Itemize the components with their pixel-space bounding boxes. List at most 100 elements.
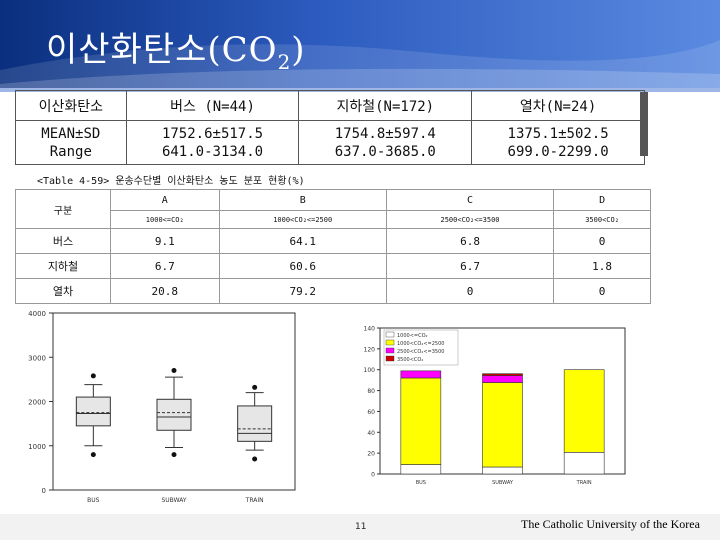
x-category-label: TRAIN (576, 480, 592, 486)
table-caption: <Table 4-59> 운송수단별 이산화탄소 농도 분포 현황(%) (37, 176, 305, 187)
slide-title-text: 이산화탄소(CO (46, 30, 278, 70)
summary-header-cell: 열차(N=24) (471, 90, 645, 121)
dist-cell: 0 (553, 278, 651, 304)
stacked-bar-segment (400, 370, 442, 379)
dist-group-header: D (553, 189, 651, 211)
dist-row-label: 열차 (15, 278, 111, 304)
dist-group-header: A (110, 189, 220, 211)
dist-cell: 64.1 (218, 228, 387, 254)
stacked-bar-segment (400, 464, 442, 475)
summary-cell-subway: 1754.8±597.4 637.0-3685.0 (298, 120, 473, 165)
legend-label: 1000<=CO₂ (397, 333, 428, 339)
dist-group-row: 구분 A B C D (15, 189, 651, 229)
stacked-bar-chart: 0 20 40 60 80 100 120 140 BUS SUBWAY TRAIN 1000<=CO… (364, 326, 626, 486)
dist-group-header: B (218, 189, 387, 211)
dist-cell: 1.8 (553, 253, 651, 279)
y-tick-label: 140 (364, 326, 376, 333)
stacked-bar-segment (482, 382, 523, 468)
y-tick-label: 40 (367, 430, 375, 437)
stacked-bar-segment (482, 466, 523, 475)
institution-name: The Catholic University of the Korea (521, 517, 700, 531)
y-tick-label: 60 (367, 409, 375, 416)
outlier-point (90, 373, 96, 379)
x-category-label: BUS (416, 480, 426, 486)
box (75, 396, 111, 427)
dist-corner-cell: 구분 (15, 189, 111, 229)
summary-cell-bus: 1752.6±517.5 641.0-3134.0 (125, 120, 300, 165)
slide-title-close: ) (291, 30, 306, 70)
stacked-bar-segment (563, 369, 605, 453)
summary-header-cell: 이산화탄소 (15, 90, 127, 121)
slide-title-subscript: 2 (277, 49, 292, 74)
y-tick-label: 100 (364, 367, 376, 374)
subway-mean-sd: 1754.8±597.4 (334, 125, 436, 142)
bus-range: 641.0-3134.0 (161, 143, 264, 160)
title-banner (0, 0, 720, 88)
dist-row-train: 열차 20.8 79.2 0 0 (15, 278, 651, 304)
dist-group-header: C (385, 189, 555, 211)
bus-mean-sd: 1752.6±517.5 (161, 125, 264, 142)
summary-value-row: MEAN±SD Range 1752.6±517.5 641.0-3134.0 17… (15, 120, 645, 165)
dist-cell: 9.1 (110, 228, 220, 254)
box (237, 405, 273, 442)
stacked-bar-segment (563, 452, 605, 475)
y-tick-label: 0 (371, 472, 375, 479)
legend-box (383, 329, 459, 366)
dist-cell: 6.7 (385, 253, 555, 279)
legend-swatch (385, 347, 395, 354)
summary-header-row: 이산화탄소 버스 (N=44) 지하철(N=172) 열차(N=24) (15, 90, 645, 121)
x-category-label: BUS (87, 497, 100, 504)
y-tick-label: 2000 (28, 399, 46, 407)
dist-range-header: 3500<CO₂ (553, 210, 651, 229)
dist-cell: 0 (553, 228, 651, 254)
dist-range-header: 1000<CO₂<=2500 (218, 210, 387, 229)
dist-row-label: 지하철 (15, 253, 111, 279)
y-tick-label: 3000 (28, 354, 46, 362)
dist-row-subway: 지하철 6.7 60.6 6.7 1.8 (15, 253, 651, 279)
stacked-bar-segment (400, 377, 442, 465)
y-tick-label: 20 (367, 451, 375, 458)
dist-cell: 6.7 (110, 253, 220, 279)
y-tick-label: 4000 (28, 310, 46, 318)
x-category-label: SUBWAY (161, 497, 186, 504)
y-tick-label: 80 (367, 388, 375, 395)
dist-cell: 0 (385, 278, 555, 304)
train-mean-sd: 1375.1±502.5 (507, 125, 609, 142)
legend-label: 1000<CO₂<=2500 (397, 341, 444, 347)
summary-header-cell: 버스 (N=44) (125, 90, 300, 121)
page-number: 11 (355, 522, 367, 532)
dist-cell: 79.2 (218, 278, 387, 304)
range-label: Range (49, 143, 92, 160)
outlier-point (252, 456, 258, 462)
summary-header-cell: 지하철(N=172) (298, 90, 473, 121)
distribution-table: 구분 A B C D 1000<=CO₂ 1000<CO₂<=2500 2500… (15, 189, 651, 304)
y-tick-label: 120 (364, 346, 376, 353)
legend-swatch (385, 339, 395, 346)
legend-swatch (385, 355, 395, 362)
x-category-label: TRAIN (245, 497, 264, 504)
outlier-point (171, 368, 177, 374)
footer-bar (0, 514, 720, 540)
legend-label: 3500<CO₂ (397, 357, 423, 363)
stacked-bar-segment (482, 375, 523, 383)
summary-row-label: MEAN±SD Range (15, 120, 127, 165)
dist-cell: 6.8 (385, 228, 555, 254)
slide-title: 이산화탄소(CO2) (46, 22, 306, 74)
boxplot-chart: 0 1000 2000 3000 4000 BUS SUBWAY TRAIN (28, 310, 296, 504)
summary-cell-train: 1375.1±502.5 699.0-2299.0 (471, 120, 645, 165)
dist-cell: 60.6 (218, 253, 387, 279)
train-range: 699.0-2299.0 (507, 143, 609, 160)
dist-row-bus: 버스 9.1 64.1 6.8 0 (15, 228, 651, 254)
summary-table: 이산화탄소 버스 (N=44) 지하철(N=172) 열차(N=24) MEAN… (15, 90, 645, 165)
dist-range-header: 1000<=CO₂ (110, 210, 220, 229)
legend-swatch (385, 331, 395, 338)
dist-range-header: 2500<CO₂<=3500 (385, 210, 555, 229)
x-category-label: SUBWAY (492, 480, 514, 486)
dist-range-row: 1000<=CO₂ 1000<CO₂<=2500 2500<CO₂<=3500 … (16, 210, 651, 229)
mean-sd-label: MEAN±SD (41, 125, 101, 142)
legend-label: 2500<CO₂<=3500 (397, 349, 444, 355)
stacked-bar-segment (482, 373, 523, 376)
y-tick-label: 1000 (28, 443, 46, 451)
outlier-point (90, 452, 96, 458)
subway-range: 637.0-3685.0 (334, 143, 436, 160)
